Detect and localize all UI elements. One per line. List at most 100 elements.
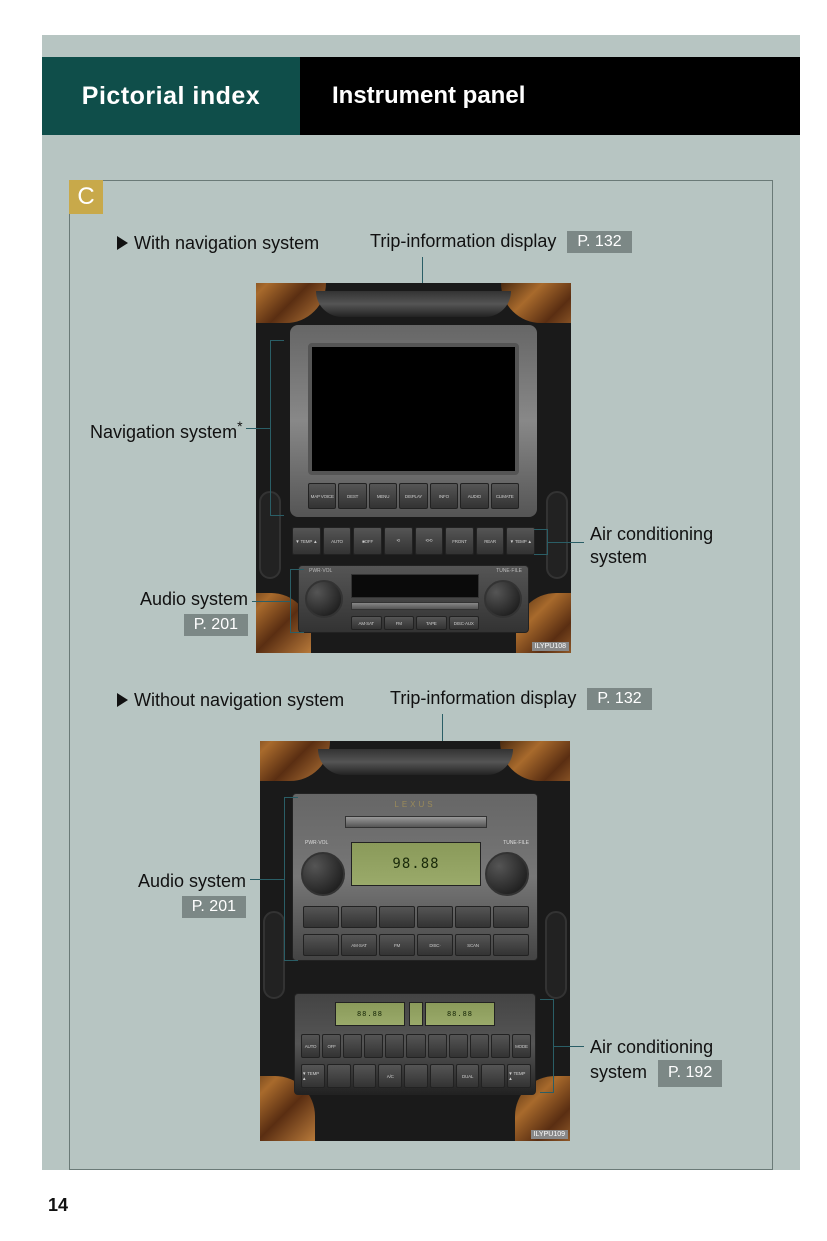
header-title-block: Pictorial index <box>42 57 300 135</box>
panel-button: AM·SAT <box>341 934 377 956</box>
panel-button: ▼ TEMP ▲ <box>301 1064 325 1088</box>
page-ref: P. 132 <box>587 688 651 710</box>
triangle-icon <box>117 693 128 707</box>
panel-button <box>341 906 377 928</box>
panel-button: SCAN <box>455 934 491 956</box>
knob-label: TUNE·FILE <box>503 840 529 846</box>
trip-display <box>318 749 513 775</box>
label-trip-a: Trip-information display P. 132 <box>370 231 632 253</box>
panel-button: AUTO <box>301 1034 320 1058</box>
panel-button <box>379 906 415 928</box>
leader-line <box>250 879 284 880</box>
dashboard-image-b: LEXUS PWR·VOL TUNE·FILE 98.88 AM·SATFMDI… <box>260 741 570 1141</box>
panel-button <box>481 1064 505 1088</box>
panel-button: A/C <box>378 1064 402 1088</box>
vent <box>545 911 567 999</box>
wood-trim <box>501 283 571 323</box>
image-ref: ILYPU109 <box>531 1130 568 1139</box>
page-ref: P. 201 <box>184 614 248 636</box>
panel-button <box>343 1034 362 1058</box>
label-nav: Navigation system* <box>90 418 243 443</box>
nav-screen-frame: MAP VOICEDESTMENUDISPLAYINFOAUDIOCLIMATE <box>290 325 537 517</box>
panel-button: DUAL <box>456 1064 480 1088</box>
page-ref: P. 132 <box>567 231 631 253</box>
variant-b-heading: Without navigation system <box>117 690 344 711</box>
cd-slot <box>345 816 487 828</box>
bracket <box>290 569 304 633</box>
vent <box>263 911 285 999</box>
trip-display <box>316 291 511 317</box>
section-badge: C <box>69 180 103 214</box>
panel-button: AUDIO <box>460 483 488 509</box>
label-trip-a-text: Trip-information display <box>370 231 556 251</box>
panel-button: FRONT <box>445 527 474 555</box>
variant-b-heading-text: Without navigation system <box>134 690 344 710</box>
panel-button <box>493 934 529 956</box>
ac-lcd-left: 88.88 <box>335 1002 405 1026</box>
wood-trim <box>256 283 326 323</box>
nav-button-row: MAP VOICEDESTMENUDISPLAYINFOAUDIOCLIMATE <box>308 483 519 509</box>
panel-button <box>449 1034 468 1058</box>
label-audio-a: Audio system P. 201 <box>130 589 248 636</box>
knob-label: PWR·VOL <box>309 568 332 574</box>
header-subtitle-block: Instrument panel <box>332 57 525 135</box>
label-audio-b: Audio system P. 201 <box>128 871 246 918</box>
panel-button <box>385 1034 404 1058</box>
panel-button: CLIMATE <box>491 483 519 509</box>
radio-button-row: AM·SATFMTAPEDISC·AUX <box>351 616 479 630</box>
radio-mode-row: AM·SATFMDISC·SCAN <box>303 934 529 956</box>
ac-lcd-right: 88.88 <box>425 1002 495 1026</box>
panel-button: AUTO <box>323 527 352 555</box>
panel-button <box>470 1034 489 1058</box>
ac-button-row: ▼ TEMP ▲AUTO■OFF⟲⟲⟲FRONTREAR▼ TEMP ▲ <box>292 527 535 555</box>
section-badge-text: C <box>77 183 94 211</box>
variant-a-heading: With navigation system <box>117 233 319 254</box>
header-subtitle: Instrument panel <box>332 82 525 110</box>
tape-slot <box>351 574 479 598</box>
panel-button <box>303 934 339 956</box>
label-nav-text: Navigation system <box>90 422 237 442</box>
panel-button: REAR <box>476 527 505 555</box>
label-ac-a: Air conditioning system <box>590 523 730 570</box>
panel-button: ■OFF <box>353 527 382 555</box>
panel-button <box>406 1034 425 1058</box>
panel-button: DISC· <box>417 934 453 956</box>
knob-left <box>305 580 343 618</box>
wood-trim <box>500 741 570 781</box>
radio-face: PWR·VOL TUNE·FILE AM·SATFMTAPEDISC·AUX <box>298 565 529 633</box>
knob-right <box>485 852 529 896</box>
label-ac-b: Air conditioning system P. 192 <box>590 1035 750 1087</box>
brand-text: LEXUS <box>293 800 537 809</box>
header-title: Pictorial index <box>82 82 260 111</box>
panel-button <box>353 1064 377 1088</box>
knob-left <box>301 852 345 896</box>
panel-button: FM <box>379 934 415 956</box>
ac-lcd-mid <box>409 1002 423 1026</box>
knob-label: PWR·VOL <box>305 840 328 846</box>
leader-line <box>548 542 584 543</box>
variant-a-heading-text: With navigation system <box>134 233 319 253</box>
panel-button <box>303 906 339 928</box>
bracket <box>534 529 548 555</box>
panel-button: TAPE <box>416 616 447 630</box>
label-audio-a-text: Audio system <box>140 589 248 609</box>
panel-button: INFO <box>430 483 458 509</box>
page-number: 14 <box>48 1195 68 1216</box>
panel-button: ▼ TEMP ▲ <box>507 1064 531 1088</box>
label-trip-b-text: Trip-information display <box>390 688 576 708</box>
nav-screen <box>308 343 519 475</box>
panel-button: FM <box>384 616 415 630</box>
panel-button: ▼ TEMP ▲ <box>292 527 321 555</box>
panel-button: ▼ TEMP ▲ <box>506 527 535 555</box>
vent <box>546 491 568 579</box>
panel-button <box>404 1064 428 1088</box>
wood-trim <box>260 741 330 781</box>
footnote-mark: * <box>237 418 242 434</box>
label-trip-b: Trip-information display P. 132 <box>390 688 652 710</box>
ac-row-2: ▼ TEMP ▲ A/C DUAL ▼ TEMP ▲ <box>301 1064 531 1088</box>
panel-button: AM·SAT <box>351 616 382 630</box>
cd-slot <box>351 602 479 610</box>
panel-button: DISC·AUX <box>449 616 480 630</box>
panel-button <box>430 1064 454 1088</box>
label-ac-a-text: Air conditioning system <box>590 524 713 567</box>
